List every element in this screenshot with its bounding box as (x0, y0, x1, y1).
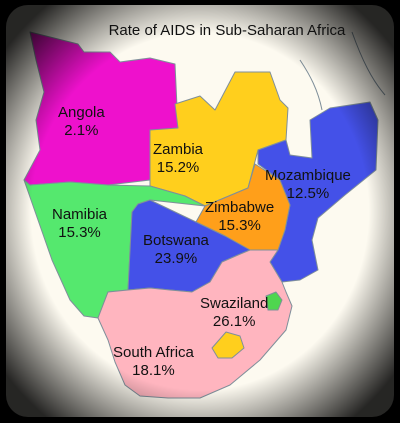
map-title: Rate of AIDS in Sub-Saharan Africa (108, 22, 346, 39)
map-label-angola: Angola 2.1% (58, 104, 105, 140)
region-rate: 18.1% (132, 362, 175, 379)
map-label-mozambique: Mozambique 12.5% (265, 167, 351, 203)
map-label-south-africa: South Africa 18.1% (113, 344, 194, 380)
region-name: Botswana (143, 232, 209, 249)
region-name: Mozambique (265, 167, 351, 184)
region-name: Angola (58, 104, 105, 121)
region-rate: 12.5% (286, 185, 330, 202)
map-label-zambia: Zambia 15.2% (153, 141, 203, 177)
map-label-swaziland: Swaziland 26.1% (200, 295, 268, 331)
region-rate: 23.9% (154, 250, 198, 267)
region-name: Zambia (153, 141, 204, 158)
region-rate: 2.1% (64, 122, 99, 139)
region-rate: 15.2% (156, 159, 200, 176)
region-name: Zimbabwe (205, 199, 275, 216)
map-label-namibia: Namibia 15.3% (52, 206, 107, 242)
region-name: South Africa (113, 344, 194, 361)
region-name: Swaziland (200, 295, 269, 312)
map-label-botswana: Botswana 23.9% (143, 232, 209, 268)
region-rate: 15.3% (58, 224, 101, 241)
region-rate: 15.3% (218, 217, 261, 234)
region-rate: 26.1% (212, 313, 256, 330)
map-label-zimbabwe: Zimbabwe 15.3% (205, 199, 274, 235)
region-name: Namibia (52, 206, 108, 223)
